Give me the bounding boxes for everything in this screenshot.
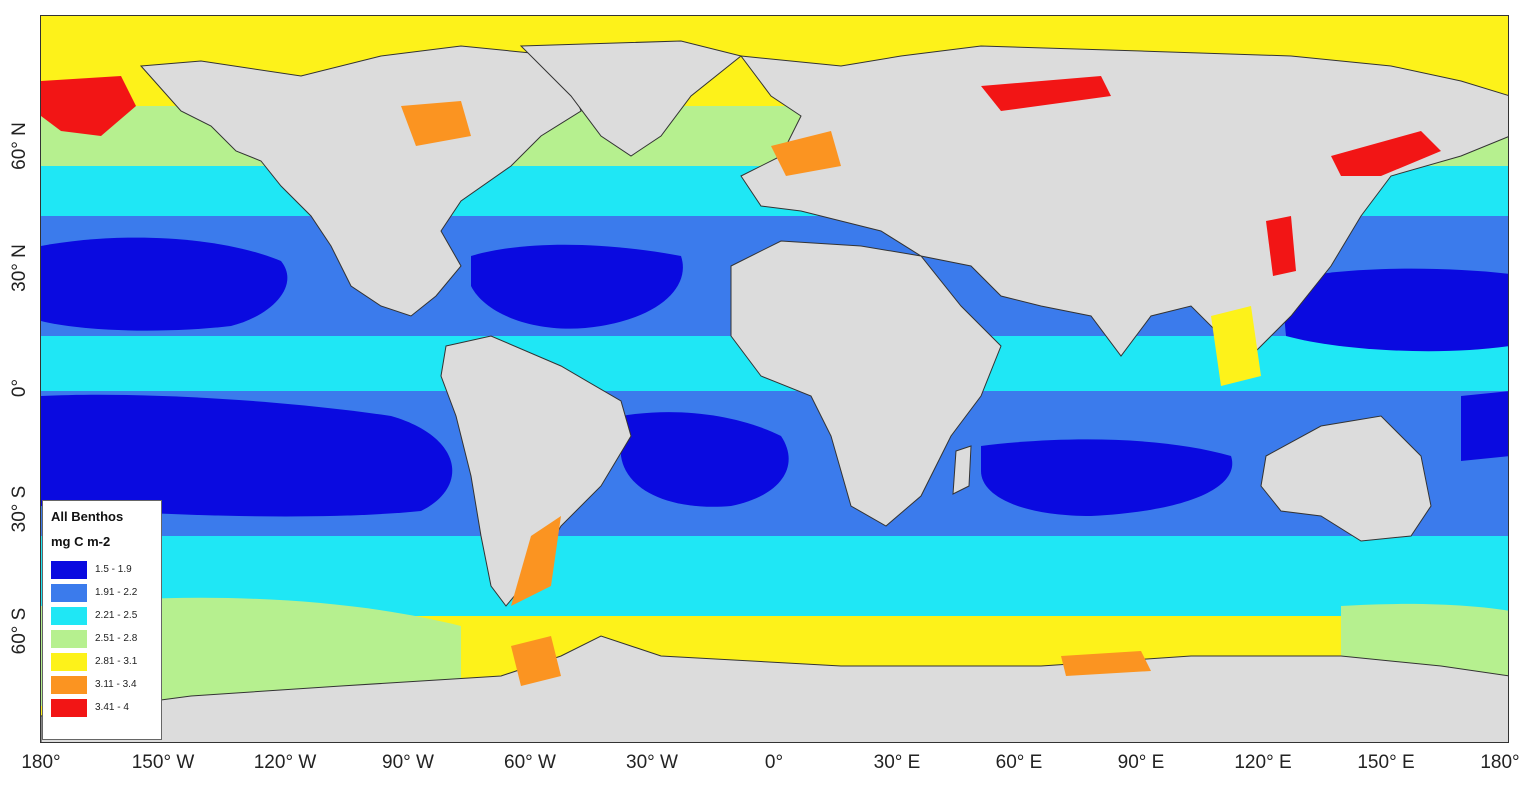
gyre-south-pacific-west — [1461, 391, 1508, 461]
legend-swatch — [51, 606, 87, 625]
gyre-south-atlantic — [621, 412, 789, 507]
gyre-south-indian — [981, 439, 1233, 516]
land-africa — [730, 240, 1002, 527]
legend-units: mg C m-2 — [51, 534, 111, 549]
x-tick-label: 30° E — [873, 752, 921, 773]
x-tick-label: 90° E — [1117, 752, 1165, 773]
legend-swatch — [51, 583, 87, 602]
legend-item: 2.21 - 2.5 — [51, 605, 153, 626]
legend-label: 2.81 - 3.1 — [95, 656, 138, 667]
hotspot-hudson — [401, 101, 471, 146]
world-map — [41, 16, 1508, 742]
y-tick-label: 30° S — [9, 485, 30, 533]
x-tick-label: 90° W — [382, 752, 434, 773]
x-tick-label: 120° W — [253, 752, 317, 773]
southern-green-patch-east — [1341, 603, 1508, 676]
hotspot-bering — [41, 76, 136, 136]
hotspot-north-sea — [771, 131, 841, 176]
legend-title: All Benthos mg C m-2 — [51, 509, 153, 549]
legend: All Benthos mg C m-2 1.5 - 1.9 1.91 - 2.… — [42, 500, 162, 740]
x-tick-label: 150° E — [1357, 752, 1415, 773]
legend-title-text: All Benthos — [51, 509, 124, 524]
x-tick-label: 120° E — [1234, 752, 1292, 773]
legend-label: 1.91 - 2.2 — [95, 587, 138, 598]
legend-item: 2.81 - 3.1 — [51, 651, 153, 672]
legend-label: 2.51 - 2.8 — [95, 633, 138, 644]
legend-swatch — [51, 675, 87, 694]
y-tick-wrapper: 0° — [0, 357, 40, 417]
x-tick-label: 60° W — [504, 752, 556, 773]
land-north-america — [139, 45, 582, 317]
legend-label: 3.41 - 4 — [95, 702, 129, 713]
x-tick-label: 0° — [764, 752, 784, 773]
legend-item: 1.91 - 2.2 — [51, 582, 153, 603]
legend-item: 2.51 - 2.8 — [51, 628, 153, 649]
gyre-north-atlantic — [471, 244, 683, 329]
land-eurasia — [739, 45, 1508, 357]
legend-item: 1.5 - 1.9 — [51, 559, 153, 580]
gyre-north-pacific-east — [1281, 268, 1508, 352]
gyre-south-pacific — [41, 394, 453, 517]
hotspot-patagonia — [511, 516, 561, 606]
y-tick-wrapper: 30° S — [0, 478, 40, 538]
legend-item: 3.11 - 3.4 — [51, 674, 153, 695]
x-tick-label: 180° — [1480, 752, 1520, 773]
hotspot-yellow-sea — [1266, 216, 1296, 276]
legend-label: 2.21 - 2.5 — [95, 610, 138, 621]
legend-swatch — [51, 698, 87, 717]
x-tick-label: 150° W — [131, 752, 195, 773]
y-tick-label: 60° S — [9, 607, 30, 655]
legend-swatch — [51, 652, 87, 671]
legend-swatch — [51, 560, 87, 579]
hotspot-okhotsk — [1331, 131, 1441, 176]
y-tick-wrapper: 30° N — [0, 237, 40, 297]
gyre-north-pacific — [41, 237, 288, 331]
map-frame — [40, 15, 1509, 743]
legend-label: 1.5 - 1.9 — [95, 564, 132, 575]
legend-item: 3.41 - 4 — [51, 697, 153, 718]
land-australia — [1260, 415, 1432, 542]
hotspot-siberia — [981, 76, 1111, 111]
y-tick-label: 60° N — [9, 122, 30, 170]
legend-label: 3.11 - 3.4 — [95, 679, 137, 690]
legend-swatch — [51, 629, 87, 648]
land-greenland — [519, 40, 743, 157]
x-tick-label: 30° W — [626, 752, 678, 773]
hotspot-weddell — [511, 636, 561, 686]
y-tick-label: 30° N — [9, 244, 30, 292]
land-madagascar — [952, 445, 972, 495]
y-tick-label: 0° — [9, 378, 30, 398]
x-tick-label: 60° E — [995, 752, 1043, 773]
y-tick-wrapper: 60° N — [0, 115, 40, 175]
y-tick-wrapper: 60° S — [0, 600, 40, 660]
x-tick-label: 180° — [21, 752, 61, 773]
hotspot-shelf-asia — [1211, 306, 1261, 386]
hotspot-ross — [1061, 651, 1151, 676]
